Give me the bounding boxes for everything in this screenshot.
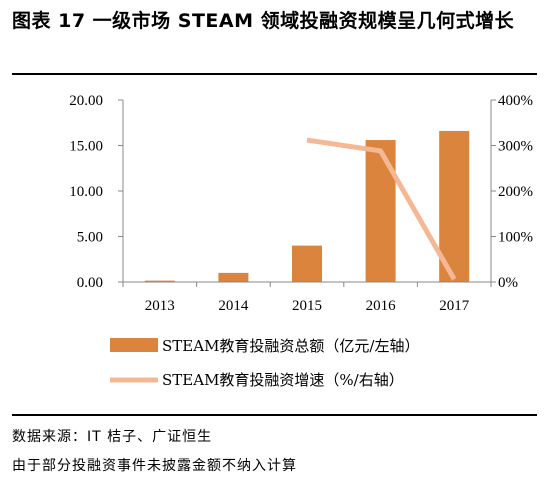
growth-line bbox=[306, 137, 457, 281]
left-axis-tick-label: 10.00 bbox=[69, 184, 103, 200]
data-source: 数据来源：IT 桔子、广证恒生 bbox=[12, 429, 213, 445]
footnote: 由于部分投融资事件未披露金额不纳入计算 bbox=[12, 458, 297, 474]
bar-2016 bbox=[365, 140, 396, 282]
x-axis-tick-label: 2013 bbox=[145, 298, 175, 314]
right-axis-tick-label: 100% bbox=[498, 230, 533, 246]
x-axis-ticks: 2013 2014 2015 2016 2017 bbox=[122, 282, 492, 314]
chart: 0.00 5.00 10.00 15.00 20.00 0% 100% 200% 300% 40… bbox=[69, 93, 533, 389]
legend-line-label: STEAM教育投融资增速（%/右轴） bbox=[162, 371, 404, 389]
bar-2015 bbox=[292, 245, 322, 282]
left-axis-tick-label: 5.00 bbox=[77, 230, 103, 246]
legend-bar-label: STEAM教育投融资总额（亿元/左轴） bbox=[162, 337, 419, 355]
x-axis-tick-label: 2015 bbox=[292, 298, 322, 314]
right-axis-ticks: 0% 100% 200% 300% 400% bbox=[491, 93, 533, 291]
chart-title: 图表 17 一级市场 STEAM 领域投融资规模呈几何式增长 bbox=[12, 10, 515, 32]
legend-bar-swatch bbox=[110, 338, 158, 352]
bottom-divider bbox=[12, 414, 537, 416]
bar-2013 bbox=[144, 280, 175, 282]
right-axis-tick-label: 0% bbox=[498, 275, 518, 291]
left-axis-tick-label: 20.00 bbox=[69, 93, 103, 109]
legend: STEAM教育投融资总额（亿元/左轴） STEAM教育投融资增速（%/右轴） bbox=[110, 337, 419, 389]
bar-2014 bbox=[218, 272, 249, 282]
x-axis-tick-label: 2016 bbox=[366, 298, 397, 314]
left-axis-ticks: 0.00 5.00 10.00 15.00 20.00 bbox=[69, 93, 123, 291]
left-axis-tick-label: 15.00 bbox=[69, 139, 103, 155]
left-axis-tick-label: 0.00 bbox=[77, 275, 103, 291]
x-axis-tick-label: 2017 bbox=[439, 298, 470, 314]
right-axis-tick-label: 300% bbox=[498, 139, 533, 155]
top-divider bbox=[12, 73, 537, 75]
right-axis-tick-label: 200% bbox=[498, 184, 533, 200]
bars bbox=[144, 130, 470, 282]
x-axis-tick-label: 2014 bbox=[218, 298, 249, 314]
right-axis-tick-label: 400% bbox=[498, 93, 533, 109]
